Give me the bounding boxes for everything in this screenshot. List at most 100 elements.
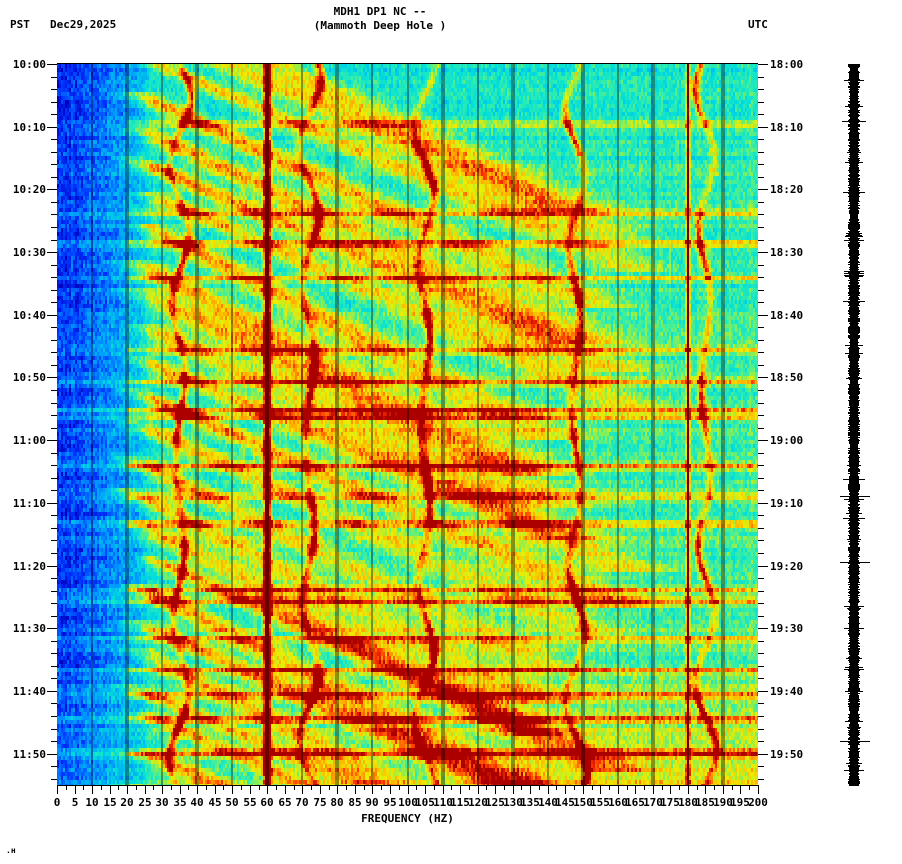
x-axis-label: 195 bbox=[730, 796, 750, 809]
y-axis-label-utc: 18:20 bbox=[770, 183, 804, 196]
x-axis-minor-tick bbox=[574, 785, 575, 790]
y-axis-label-pst: 10:50 bbox=[12, 371, 46, 384]
y-axis-label-pst: 10:30 bbox=[12, 246, 46, 259]
y-axis-minor-tick-left bbox=[51, 678, 57, 679]
y-axis-minor-tick-left bbox=[51, 390, 57, 391]
y-axis-minor-tick-left bbox=[51, 77, 57, 78]
y-axis-major-tick-right bbox=[758, 691, 768, 692]
x-axis-label: 65 bbox=[278, 796, 292, 809]
y-axis-major-tick-left bbox=[47, 691, 57, 692]
x-axis-minor-tick bbox=[556, 785, 557, 790]
y-axis-minor-tick-left bbox=[51, 428, 57, 429]
x-axis-minor-tick bbox=[294, 785, 295, 790]
y-axis-minor-tick-right bbox=[758, 202, 764, 203]
y-axis-minor-tick-right bbox=[758, 265, 764, 266]
y-axis-minor-tick-left bbox=[51, 716, 57, 717]
x-axis-minor-tick bbox=[259, 785, 260, 790]
x-axis-minor-tick bbox=[364, 785, 365, 790]
x-axis-major-tick bbox=[197, 785, 198, 794]
y-axis-minor-tick-right bbox=[758, 779, 764, 780]
x-axis-minor-tick bbox=[732, 785, 733, 790]
x-axis-minor-tick bbox=[66, 785, 67, 790]
x-axis-major-tick bbox=[408, 785, 409, 794]
x-axis-label: 110 bbox=[433, 796, 453, 809]
y-axis-label-utc: 18:00 bbox=[770, 58, 804, 71]
y-axis-minor-tick-left bbox=[51, 152, 57, 153]
y-axis-minor-tick-right bbox=[758, 415, 764, 416]
y-axis-minor-tick-right bbox=[758, 741, 764, 742]
y-axis-major-tick-left bbox=[47, 754, 57, 755]
y-axis-minor-tick-left bbox=[51, 729, 57, 730]
y-axis-major-tick-right bbox=[758, 189, 768, 190]
timezone-label-right: UTC bbox=[748, 18, 768, 31]
y-axis-minor-tick-right bbox=[758, 139, 764, 140]
y-axis-minor-tick-left bbox=[51, 453, 57, 454]
y-axis-minor-tick-right bbox=[758, 453, 764, 454]
y-axis-major-tick-right bbox=[758, 566, 768, 567]
y-axis-major-tick-right bbox=[758, 628, 768, 629]
y-axis-label-utc: 18:50 bbox=[770, 371, 804, 384]
x-axis-major-tick bbox=[478, 785, 479, 794]
x-axis-minor-tick bbox=[381, 785, 382, 790]
x-axis-major-tick bbox=[285, 785, 286, 794]
x-axis-label: 40 bbox=[190, 796, 204, 809]
y-axis-major-tick-left bbox=[47, 189, 57, 190]
y-axis-label-utc: 18:30 bbox=[770, 246, 804, 259]
y-axis-minor-tick-left bbox=[51, 365, 57, 366]
x-axis-label: 35 bbox=[173, 796, 187, 809]
y-axis-minor-tick-left bbox=[51, 766, 57, 767]
x-axis-minor-tick bbox=[469, 785, 470, 790]
station-title: MDH1 DP1 NC -- bbox=[333, 5, 427, 18]
y-axis-label-pst: 11:20 bbox=[12, 560, 46, 573]
x-axis-minor-tick bbox=[83, 785, 84, 790]
x-axis-minor-tick bbox=[399, 785, 400, 790]
x-axis-minor-tick bbox=[416, 785, 417, 790]
y-axis-minor-tick-right bbox=[758, 89, 764, 90]
x-axis-label: 185 bbox=[695, 796, 715, 809]
x-axis-major-tick bbox=[740, 785, 741, 794]
x-axis-minor-tick bbox=[521, 785, 522, 790]
y-axis-label-utc: 19:10 bbox=[770, 497, 804, 510]
y-axis-minor-tick-right bbox=[758, 327, 764, 328]
y-axis-minor-tick-right bbox=[758, 290, 764, 291]
x-axis-major-tick bbox=[390, 785, 391, 794]
x-axis-label: 55 bbox=[243, 796, 257, 809]
y-axis-minor-tick-right bbox=[758, 340, 764, 341]
y-axis-minor-tick-left bbox=[51, 490, 57, 491]
x-axis-major-tick bbox=[92, 785, 93, 794]
x-axis-title: FREQUENCY (HZ) bbox=[361, 812, 454, 825]
x-axis-label: 80 bbox=[330, 796, 344, 809]
x-axis-minor-tick bbox=[329, 785, 330, 790]
y-axis-minor-tick-left bbox=[51, 89, 57, 90]
y-axis-minor-tick-right bbox=[758, 490, 764, 491]
spectrogram-plot bbox=[57, 64, 758, 785]
date-label: Dec29,2025 bbox=[50, 18, 117, 31]
y-axis-major-tick-left bbox=[47, 127, 57, 128]
x-axis-major-tick bbox=[162, 785, 163, 794]
y-axis-minor-tick-left bbox=[51, 290, 57, 291]
x-axis-label: 150 bbox=[573, 796, 593, 809]
x-axis-minor-tick bbox=[749, 785, 750, 790]
x-axis-major-tick bbox=[232, 785, 233, 794]
x-axis-label: 75 bbox=[313, 796, 327, 809]
y-axis-major-tick-left bbox=[47, 440, 57, 441]
y-axis-minor-tick-right bbox=[758, 666, 764, 667]
x-axis-minor-tick bbox=[609, 785, 610, 790]
x-axis-major-tick bbox=[250, 785, 251, 794]
x-axis-label: 115 bbox=[450, 796, 470, 809]
x-axis-label: 50 bbox=[225, 796, 239, 809]
y-axis-major-tick-right bbox=[758, 315, 768, 316]
y-axis-minor-tick-right bbox=[758, 653, 764, 654]
y-axis-minor-tick-right bbox=[758, 390, 764, 391]
y-axis-minor-tick-right bbox=[758, 603, 764, 604]
y-axis-minor-tick-left bbox=[51, 265, 57, 266]
y-axis-minor-tick-left bbox=[51, 540, 57, 541]
y-axis-major-tick-left bbox=[47, 566, 57, 567]
x-axis-major-tick bbox=[618, 785, 619, 794]
y-axis-minor-tick-left bbox=[51, 302, 57, 303]
x-axis-minor-tick bbox=[697, 785, 698, 790]
y-axis-minor-tick-right bbox=[758, 152, 764, 153]
x-axis-major-tick bbox=[57, 785, 58, 794]
y-axis-minor-tick-right bbox=[758, 716, 764, 717]
